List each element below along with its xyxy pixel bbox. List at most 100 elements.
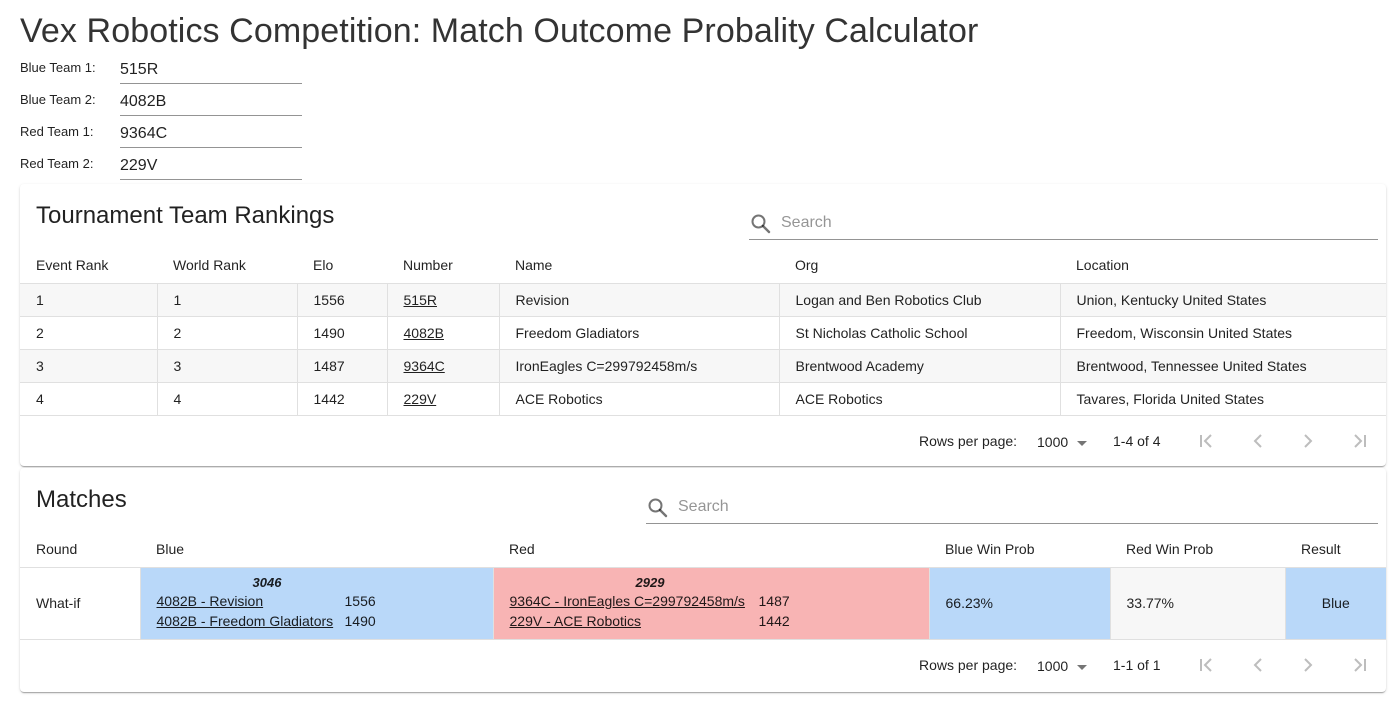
team-number-link[interactable]: 515R — [403, 291, 437, 308]
rows-per-page-select[interactable]: 1000 — [1037, 431, 1089, 455]
blue-team-2-link[interactable]: 4082B - Freedom Gladiators — [156, 613, 334, 629]
matches-pagination: Rows per page: 1000 1-1 of 1 — [20, 640, 1386, 690]
elo-cell: 1442 — [296, 382, 387, 416]
table-row: 2 2 1490 4082B Freedom Gladiators St Nic… — [20, 316, 1386, 350]
col-red-win-prob[interactable]: Red Win Prob — [1110, 531, 1285, 568]
location-cell: Freedom, Wisconsin United States — [1059, 316, 1386, 350]
matches-panel: Matches Round Blue Red Blue Win Prob Red… — [20, 468, 1386, 692]
red-team-2-field: Red Team 2: — [20, 152, 302, 184]
rankings-search-input[interactable] — [781, 210, 1371, 236]
chevron-left-icon[interactable] — [1246, 653, 1270, 677]
red-team-2-link[interactable]: 229V - ACE Robotics — [509, 613, 642, 629]
location-cell: Tavares, Florida United States — [1059, 382, 1386, 416]
blue-team-2-label: Blue Team 2: — [20, 92, 96, 107]
dropdown-arrow-icon — [1077, 665, 1087, 670]
matches-search — [646, 490, 1378, 524]
rankings-pagination: Rows per page: 1000 1-4 of 4 — [20, 416, 1386, 466]
first-page-icon[interactable] — [1194, 653, 1218, 677]
number-cell: 9364C — [386, 349, 499, 383]
rows-per-page-value: 1000 — [1037, 434, 1069, 450]
name-cell: Revision — [498, 283, 779, 317]
red-alliance: 2929 9364C - IronEagles C=299792458m/s 1… — [510, 568, 913, 638]
chevron-right-icon[interactable] — [1296, 653, 1320, 677]
number-cell: 4082B — [386, 316, 499, 350]
col-blue-win-prob[interactable]: Blue Win Prob — [929, 531, 1110, 568]
name-cell: IronEagles C=299792458m/s — [498, 349, 779, 383]
rows-per-page-value: 1000 — [1037, 658, 1069, 674]
table-row: What-if 3046 4082B - Revision 1556 4082B… — [20, 567, 1386, 640]
rankings-header-row: Event Rank World Rank Elo Number Name Or… — [20, 247, 1386, 284]
red-team-1-link[interactable]: 9364C - IronEagles C=299792458m/s — [509, 593, 745, 609]
blue-team-1-field: Blue Team 1: — [20, 56, 302, 88]
round-cell: What-if — [20, 567, 140, 640]
col-number[interactable]: Number — [387, 247, 499, 284]
rows-per-page-select[interactable]: 1000 — [1037, 655, 1089, 679]
col-event-rank[interactable]: Event Rank — [20, 247, 157, 284]
search-icon — [648, 498, 668, 518]
red-team-2-input[interactable] — [120, 152, 302, 180]
number-cell: 515R — [386, 283, 499, 317]
org-cell: Brentwood Academy — [778, 349, 1060, 383]
red-team-2-elo: 1442 — [758, 613, 790, 629]
col-result[interactable]: Result — [1285, 531, 1386, 568]
col-org[interactable]: Org — [779, 247, 1060, 284]
table-row: 4 4 1442 229V ACE Robotics ACE Robotics … — [20, 382, 1386, 416]
event-rank-cell: 1 — [20, 283, 157, 317]
red-alliance-cell: 2929 9364C - IronEagles C=299792458m/s 1… — [492, 567, 929, 640]
red-team-1-elo: 1487 — [758, 593, 790, 609]
table-row: 3 3 1487 9364C IronEagles C=299792458m/s… — [20, 349, 1386, 383]
red-team-1-input[interactable] — [120, 120, 302, 148]
rankings-table: Event Rank World Rank Elo Number Name Or… — [20, 247, 1386, 416]
number-cell: 229V — [386, 382, 499, 416]
blue-team-1-input[interactable] — [120, 56, 302, 84]
elo-cell: 1490 — [296, 316, 387, 350]
team-number-link[interactable]: 4082B — [403, 324, 444, 341]
col-location[interactable]: Location — [1060, 247, 1386, 284]
event-rank-cell: 3 — [20, 349, 157, 383]
blue-team-2-elo: 1490 — [344, 613, 376, 629]
col-round[interactable]: Round — [20, 531, 140, 568]
col-name[interactable]: Name — [499, 247, 779, 284]
elo-cell: 1556 — [296, 283, 387, 317]
rankings-search — [749, 206, 1378, 240]
blue-team-2-input[interactable] — [120, 88, 302, 116]
col-elo[interactable]: Elo — [297, 247, 387, 284]
event-rank-cell: 2 — [20, 316, 157, 350]
first-page-icon[interactable] — [1194, 429, 1218, 453]
blue-alliance-cell: 3046 4082B - Revision 1556 4082B - Freed… — [139, 567, 493, 640]
matches-search-input[interactable] — [678, 494, 1368, 520]
team-number-link[interactable]: 9364C — [403, 357, 445, 374]
red-score: 2929 — [635, 575, 665, 590]
name-cell: ACE Robotics — [498, 382, 779, 416]
chevron-left-icon[interactable] — [1246, 429, 1270, 453]
elo-cell: 1487 — [296, 349, 387, 383]
page-title: Vex Robotics Competition: Match Outcome … — [20, 12, 979, 50]
chevron-right-icon[interactable] — [1296, 429, 1320, 453]
world-rank-cell: 1 — [156, 283, 297, 317]
org-cell: Logan and Ben Robotics Club — [778, 283, 1060, 317]
blue-team-1-link[interactable]: 4082B - Revision — [156, 593, 264, 609]
org-cell: St Nicholas Catholic School — [778, 316, 1060, 350]
world-rank-cell: 2 — [156, 316, 297, 350]
world-rank-cell: 3 — [156, 349, 297, 383]
dropdown-arrow-icon — [1077, 441, 1087, 446]
red-team-1-field: Red Team 1: — [20, 120, 302, 152]
last-page-icon[interactable] — [1348, 429, 1372, 453]
red-win-prob-cell: 33.77% — [1109, 567, 1285, 640]
search-icon — [751, 214, 771, 234]
table-row: 1 1 1556 515R Revision Logan and Ben Rob… — [20, 283, 1386, 317]
blue-score: 3046 — [252, 575, 282, 590]
result-cell: Blue — [1284, 567, 1386, 640]
col-red[interactable]: Red — [493, 531, 929, 568]
event-rank-cell: 4 — [20, 382, 157, 416]
rankings-panel: Tournament Team Rankings Event Rank Worl… — [20, 184, 1386, 466]
matches-table: Round Blue Red Blue Win Prob Red Win Pro… — [20, 531, 1386, 640]
col-blue[interactable]: Blue — [140, 531, 493, 568]
last-page-icon[interactable] — [1348, 653, 1372, 677]
rows-per-page-label: Rows per page: — [919, 433, 1018, 449]
pagination-range: 1-4 of 4 — [1113, 433, 1161, 449]
col-world-rank[interactable]: World Rank — [157, 247, 297, 284]
red-team-2-label: Red Team 2: — [20, 156, 94, 171]
team-number-link[interactable]: 229V — [403, 390, 437, 407]
name-cell: Freedom Gladiators — [498, 316, 779, 350]
